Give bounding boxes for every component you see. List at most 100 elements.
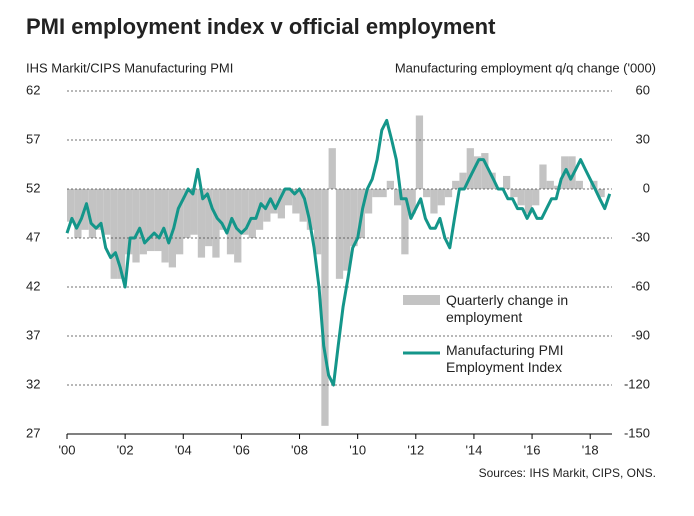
bar: [103, 189, 111, 235]
bar: [88, 189, 97, 238]
bar: [343, 189, 351, 271]
x-tick-label: '00: [59, 442, 76, 457]
bar: [408, 189, 416, 214]
bar: [517, 189, 525, 206]
bar: [386, 180, 394, 189]
y2-tick-label: 60: [636, 82, 650, 97]
bar: [183, 189, 191, 238]
y2-tick-label: -120: [624, 376, 650, 391]
y2-tick-label: 0: [643, 180, 650, 195]
bar: [270, 189, 278, 214]
bar: [452, 180, 460, 189]
x-tick-label: '06: [233, 442, 250, 457]
bar: [401, 189, 409, 255]
bar: [459, 172, 467, 189]
bar: [176, 189, 184, 255]
bar: [423, 189, 431, 198]
bar: [117, 189, 126, 279]
x-tick-label: '14: [465, 442, 482, 457]
bar: [306, 189, 315, 230]
bar: [553, 185, 562, 189]
bar: [488, 172, 496, 189]
x-tick-label: '18: [582, 442, 599, 457]
y-tick-label: 37: [26, 327, 40, 342]
legend-label: Manufacturing PMI Employment Index: [446, 342, 564, 375]
bar: [299, 189, 307, 222]
bar: [394, 189, 402, 206]
y-axis-label: IHS Markit/CIPS Manufacturing PMI: [26, 60, 233, 75]
bar: [539, 164, 547, 189]
bar: [510, 189, 518, 198]
bar: [277, 189, 285, 219]
bar: [190, 189, 198, 235]
x-tick-label: '08: [291, 442, 308, 457]
bar: [234, 189, 242, 263]
y-tick-label: 57: [26, 131, 40, 146]
x-tick-label: '16: [524, 442, 541, 457]
bar: [161, 189, 169, 263]
bar: [524, 189, 533, 214]
bar: [415, 115, 424, 189]
bar: [241, 189, 249, 235]
chart-title: PMI employment index v official employme…: [26, 14, 496, 39]
y2-tick-label: -150: [624, 425, 650, 440]
bar: [597, 189, 605, 198]
y-tick-label: 52: [26, 180, 40, 195]
y2-tick-label: -60: [631, 278, 650, 293]
legend-label: Quarterly change in employment: [446, 292, 569, 325]
bar: [437, 189, 445, 206]
bar: [212, 189, 220, 258]
bar: [321, 189, 329, 426]
legend-swatch: [403, 295, 440, 305]
y-tick-label: 32: [26, 376, 40, 391]
bar: [503, 175, 511, 189]
bar: [314, 189, 322, 255]
bar: [568, 156, 576, 189]
x-tick-label: '10: [349, 442, 366, 457]
bar: [110, 189, 118, 279]
x-tick-label: '04: [175, 442, 192, 457]
bar: [74, 189, 82, 238]
x-tick-label: '02: [117, 442, 134, 457]
bar: [372, 189, 380, 198]
y2-tick-label: -90: [631, 327, 650, 342]
bar: [154, 189, 162, 252]
bar: [197, 189, 206, 258]
bar: [364, 189, 373, 214]
bar: [285, 189, 293, 206]
bar: [473, 156, 482, 189]
bar: [532, 189, 540, 206]
source: Sources: IHS Markit, CIPS, ONS.: [479, 466, 656, 480]
bar: [350, 189, 358, 247]
bar: [335, 189, 344, 279]
y2-tick-label: -30: [631, 229, 650, 244]
bar: [575, 180, 583, 189]
x-tick-label: '12: [407, 442, 424, 457]
y-tick-label: 47: [26, 229, 40, 244]
line: [65, 118, 612, 387]
bar: [219, 189, 227, 230]
bar: [146, 189, 155, 252]
bar: [546, 180, 554, 189]
y-tick-label: 27: [26, 425, 40, 440]
bar: [481, 153, 489, 189]
bar: [132, 189, 140, 263]
bar: [430, 189, 438, 214]
bar: [205, 189, 213, 247]
bar: [292, 189, 300, 214]
bar: [328, 148, 336, 189]
bar: [444, 189, 453, 198]
bar: [379, 189, 387, 198]
bar: [67, 189, 75, 222]
bar: [96, 189, 104, 230]
y-tick-label: 62: [26, 82, 40, 97]
bar: [139, 189, 147, 255]
bar: [125, 189, 133, 255]
bar: [466, 148, 474, 189]
y2-axis-label: Manufacturing employment q/q change ('00…: [395, 60, 656, 75]
y2-tick-label: 30: [636, 131, 650, 146]
bar: [248, 189, 256, 238]
y-tick-label: 42: [26, 278, 40, 293]
